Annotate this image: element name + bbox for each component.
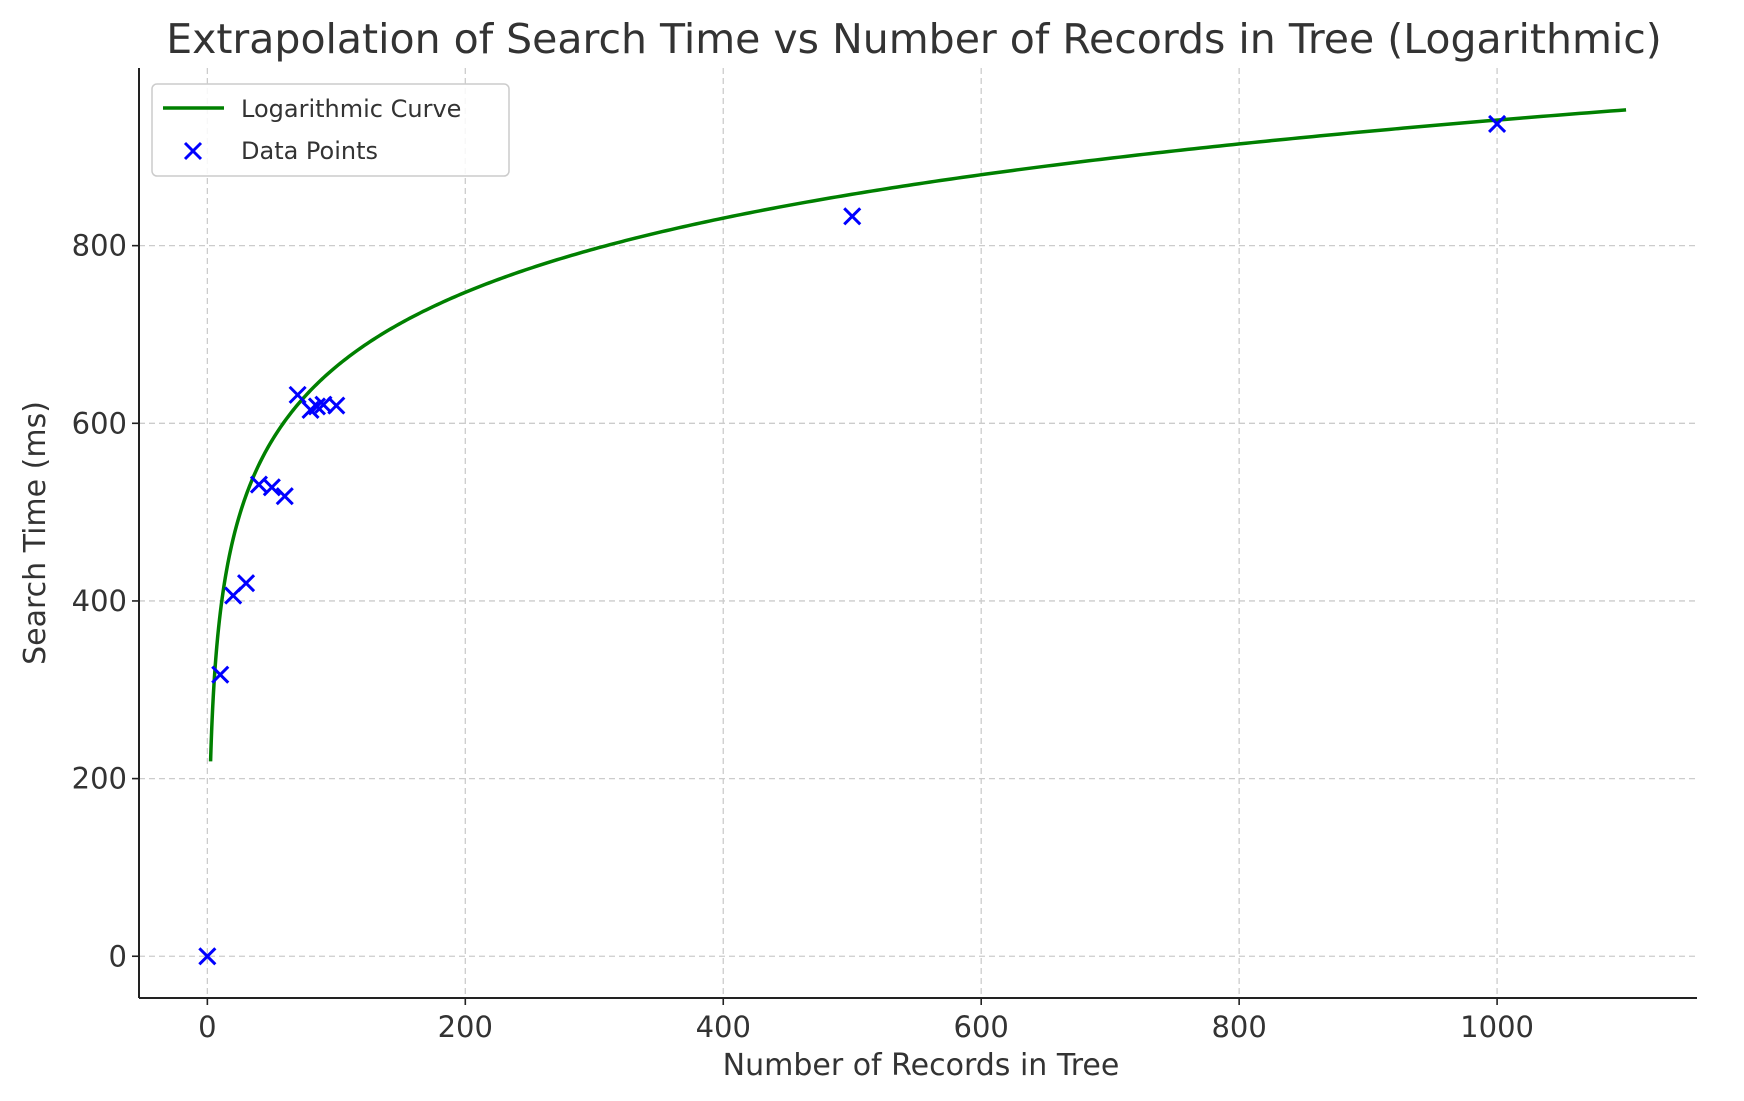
legend: Logarithmic Curve Data Points [151, 83, 510, 177]
y-tick-label: 200 [72, 762, 127, 796]
y-tick-label: 0 [109, 939, 127, 973]
x-tick-label: 1000 [1460, 1010, 1534, 1044]
data-point [236, 574, 256, 593]
logarithmic-curve [208, 108, 1627, 764]
y-tick-label: 800 [72, 229, 127, 263]
logarithmic-curve-layer [208, 108, 1627, 764]
data-point [198, 947, 217, 966]
data-point [327, 396, 346, 415]
x-axis-label: Number of Records in Tree [723, 1048, 1120, 1083]
x-tick-label: 200 [438, 1010, 493, 1044]
data-point [288, 385, 307, 404]
data-point [1488, 114, 1507, 134]
tick-labels: 0 200 400 600 800 1000 0 200 400 600 800 [72, 229, 1534, 1044]
chart-title: Extrapolation of Search Time vs Number o… [166, 15, 1662, 63]
y-axis-label: Search Time (ms) [18, 401, 53, 665]
y-tick-label: 600 [72, 406, 127, 440]
x-tick-label: 800 [1211, 1010, 1266, 1044]
legend-points-label: Data Points [241, 137, 378, 165]
legend-box [151, 83, 510, 177]
legend-curve-label: Logarithmic Curve [241, 95, 461, 123]
legend-x-marker [183, 141, 203, 161]
data-points-layer [198, 114, 1507, 966]
y-tick-label: 400 [72, 584, 127, 618]
x-tick-label: 600 [954, 1010, 1009, 1044]
data-point [262, 478, 281, 497]
legend-points-swatch [183, 141, 203, 161]
grid [139, 68, 1697, 998]
axes [132, 68, 1697, 1005]
data-point [211, 665, 230, 684]
x-tick-label: 400 [696, 1010, 751, 1044]
data-point [843, 207, 862, 226]
x-tick-label: 0 [198, 1010, 216, 1044]
data-point [307, 397, 327, 416]
data-point [275, 487, 294, 506]
